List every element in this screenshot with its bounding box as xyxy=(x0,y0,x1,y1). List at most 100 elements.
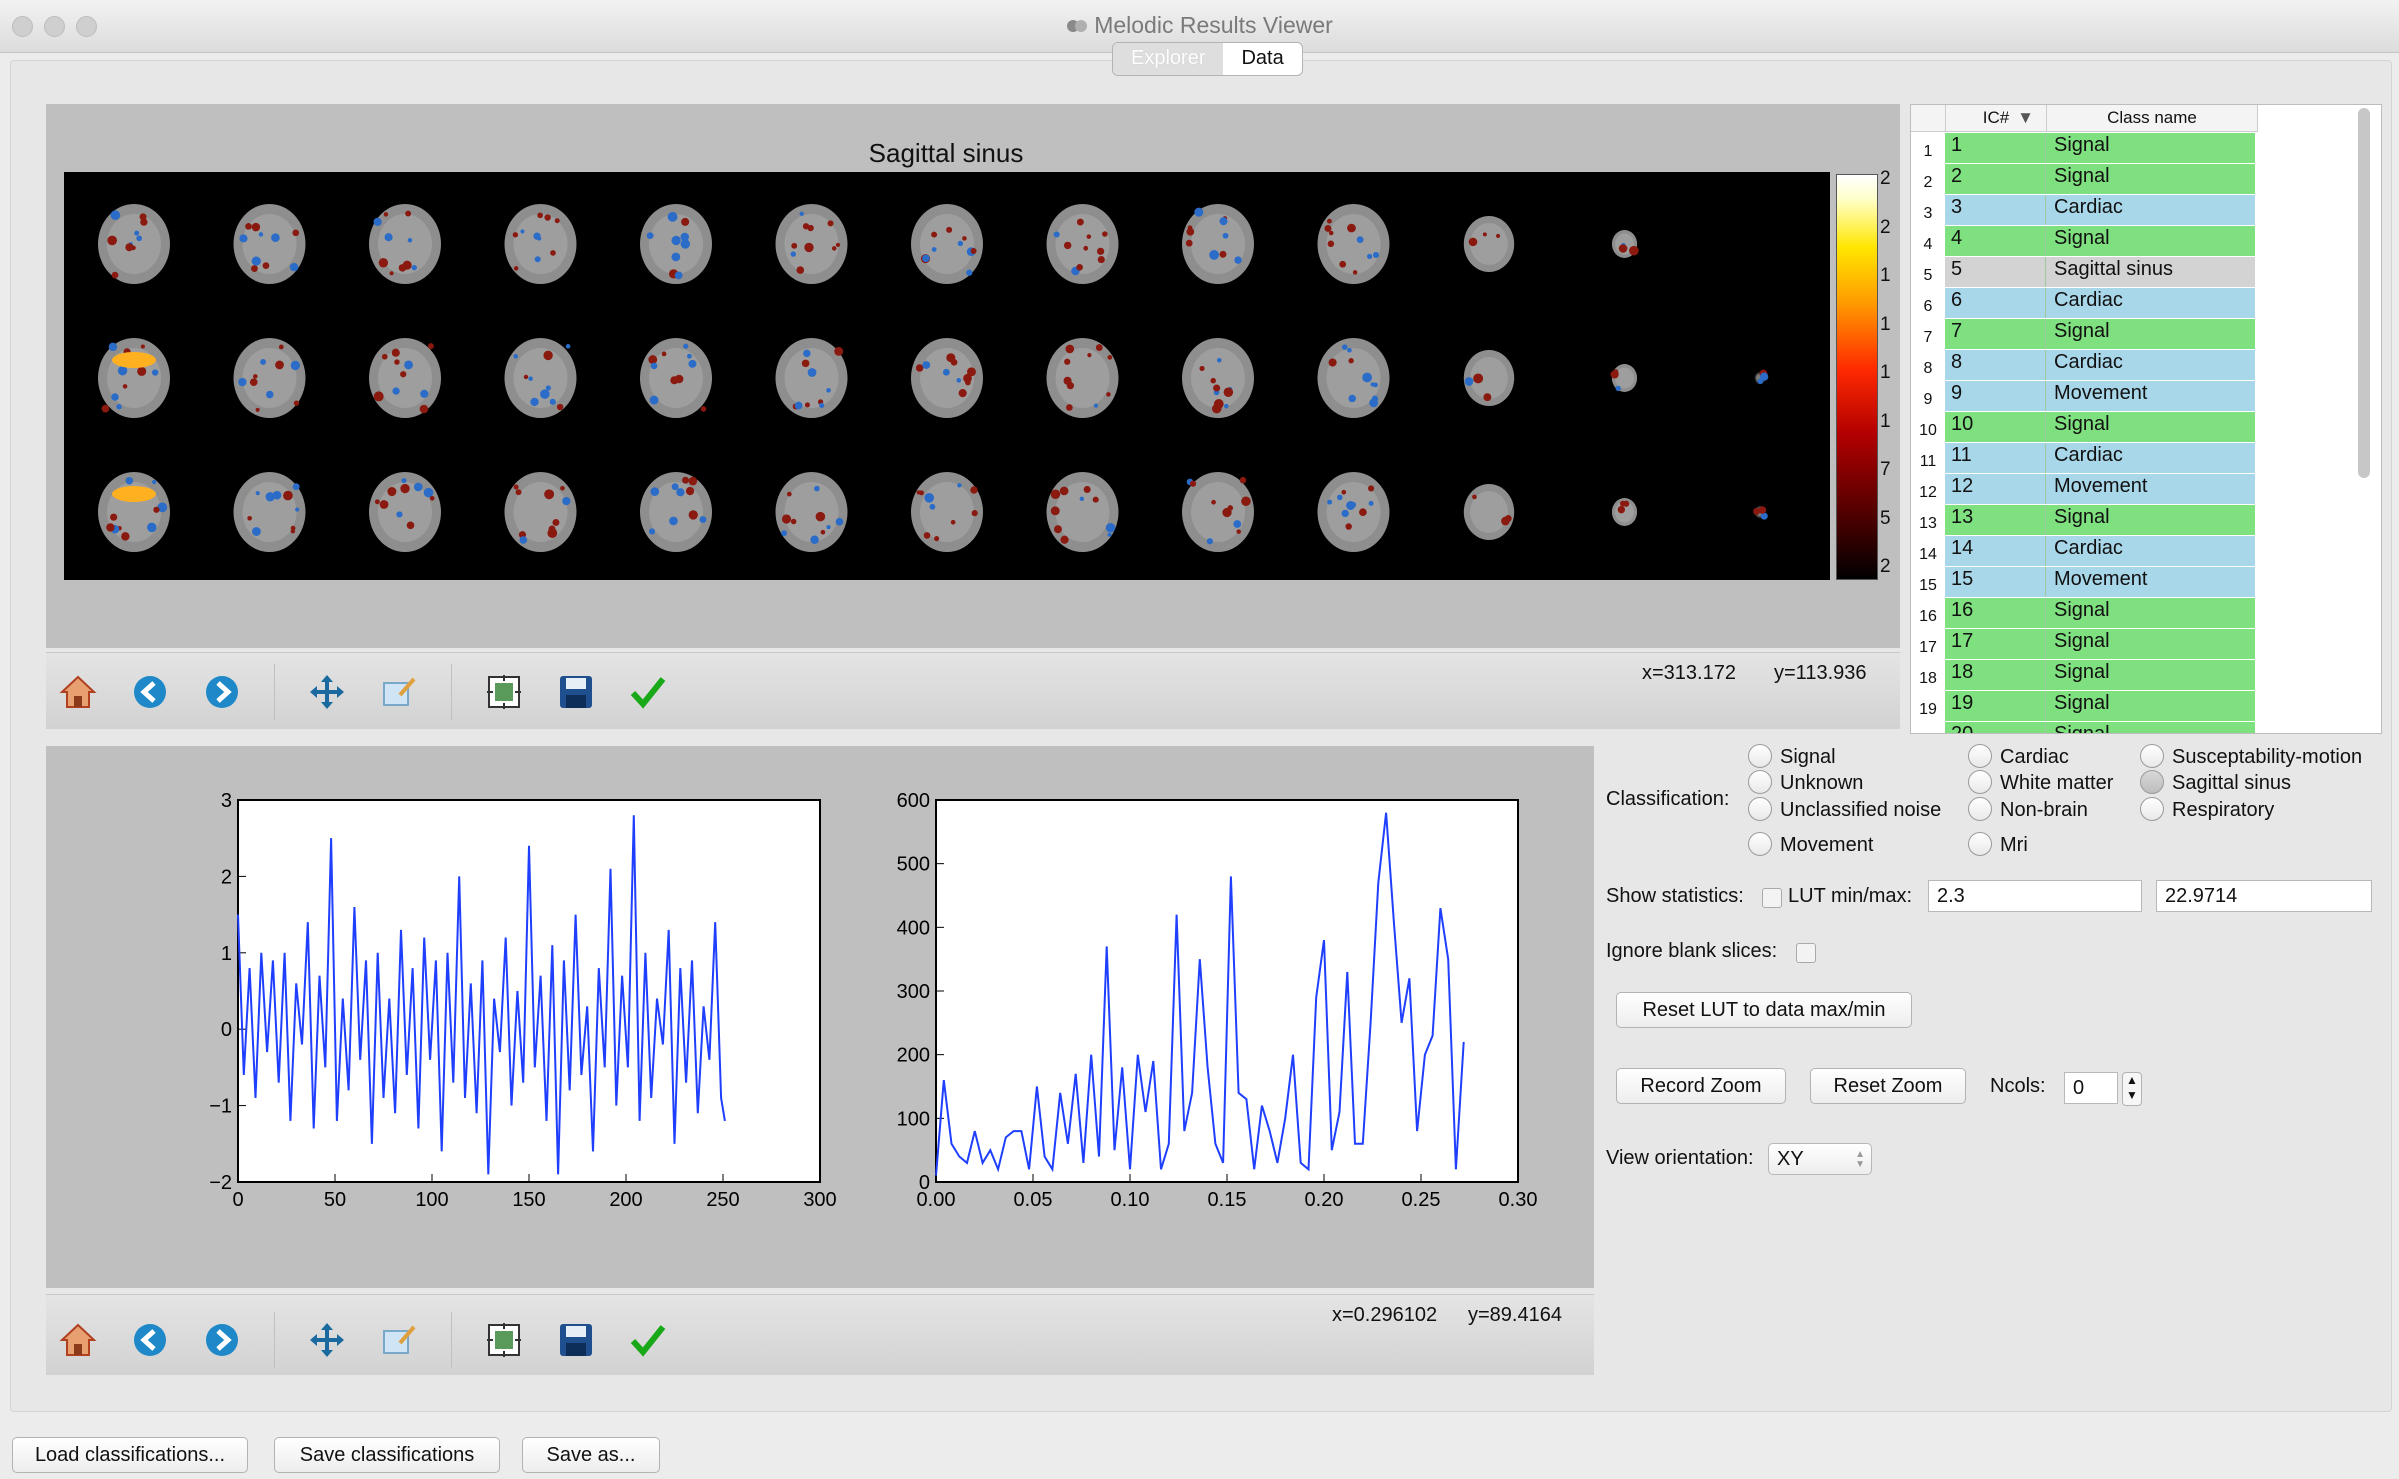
reset-lut-button[interactable]: Reset LUT to data max/min xyxy=(1616,992,1912,1028)
timeseries-plots[interactable]: 0 50 100 150 200 250 300 3 2 1 0 −1 −2 0.00 0.05 0.10 0… xyxy=(46,746,1594,1288)
class-name-cell[interactable]: Signal xyxy=(2045,133,2255,163)
class-name-cell[interactable]: Cardiac xyxy=(2045,288,2255,318)
chevron-up-icon[interactable]: ▲ xyxy=(2126,1073,2138,1087)
zoom-icon[interactable] xyxy=(379,1320,419,1360)
class-name-cell[interactable]: Signal xyxy=(2045,412,2255,442)
table-row[interactable]: 14 14 Cardiac xyxy=(1911,535,2381,566)
record-zoom-button[interactable]: Record Zoom xyxy=(1616,1068,1786,1104)
table-row[interactable]: 16 16 Signal xyxy=(1911,597,2381,628)
table-row[interactable]: 9 9 Movement xyxy=(1911,380,2381,411)
header-class-name[interactable]: Class name xyxy=(2047,105,2258,132)
ic-cell[interactable]: 8 xyxy=(1945,350,2045,380)
reset-zoom-button[interactable]: Reset Zoom xyxy=(1810,1068,1966,1104)
table-row[interactable]: 19 19 Signal xyxy=(1911,690,2381,721)
ncols-field[interactable]: 0 xyxy=(2064,1072,2118,1104)
back-icon[interactable] xyxy=(130,1320,170,1360)
table-row[interactable]: 17 17 Signal xyxy=(1911,628,2381,659)
class-name-cell[interactable]: Movement xyxy=(2045,381,2255,411)
ic-cell[interactable]: 20 xyxy=(1945,722,2045,733)
minimize-window-button[interactable] xyxy=(44,16,65,37)
class-name-cell[interactable]: Movement xyxy=(2045,567,2255,597)
table-row[interactable]: 10 10 Signal xyxy=(1911,411,2381,442)
save-icon[interactable] xyxy=(556,672,596,712)
radio-susceptability-motion[interactable]: Susceptability-motion xyxy=(2140,744,2362,769)
class-name-cell[interactable]: Signal xyxy=(2045,691,2255,721)
subplots-icon[interactable] xyxy=(484,672,524,712)
show-statistics-checkbox[interactable] xyxy=(1762,888,1782,908)
check-icon[interactable] xyxy=(628,1320,668,1360)
ic-cell[interactable]: 10 xyxy=(1945,412,2045,442)
class-name-cell[interactable]: Cardiac xyxy=(2045,443,2255,473)
class-name-cell[interactable]: Cardiac xyxy=(2045,350,2255,380)
ic-cell[interactable]: 16 xyxy=(1945,598,2045,628)
radio-movement[interactable]: Movement xyxy=(1748,832,1873,857)
tab-data[interactable]: Data xyxy=(1241,47,1284,69)
radio-white-matter[interactable]: White matter xyxy=(1968,770,2113,795)
table-row[interactable]: 2020Signal xyxy=(1911,721,2381,733)
table-row[interactable]: 15 15 Movement xyxy=(1911,566,2381,597)
ic-cell[interactable]: 5 xyxy=(1945,257,2045,287)
class-name-cell[interactable]: Cardiac xyxy=(2045,536,2255,566)
class-name-cell[interactable]: Signal xyxy=(2045,598,2255,628)
class-name-cell[interactable]: Cardiac xyxy=(2045,195,2255,225)
class-name-cell[interactable]: Signal xyxy=(2045,226,2255,256)
zoom-window-button[interactable] xyxy=(76,16,97,37)
ic-cell[interactable]: 19 xyxy=(1945,691,2045,721)
ncols-stepper[interactable]: ▲ ▼ xyxy=(2122,1072,2142,1106)
table-row[interactable]: 12 12 Movement xyxy=(1911,473,2381,504)
class-name-cell[interactable]: Signal xyxy=(2045,722,2255,733)
table-row[interactable]: 2 2 Signal xyxy=(1911,163,2381,194)
table-row[interactable]: 7 7 Signal xyxy=(1911,318,2381,349)
load-classifications-button[interactable]: Load classifications... xyxy=(12,1437,248,1473)
ic-cell[interactable]: 14 xyxy=(1945,536,2045,566)
ic-cell[interactable]: 1 xyxy=(1945,133,2045,163)
save-as-button[interactable]: Save as... xyxy=(522,1437,660,1473)
table-row[interactable]: 3 3 Cardiac xyxy=(1911,194,2381,225)
ic-cell[interactable]: 9 xyxy=(1945,381,2045,411)
table-row[interactable]: 8 8 Cardiac xyxy=(1911,349,2381,380)
class-name-cell[interactable]: Sagittal sinus xyxy=(2045,257,2255,287)
ic-cell[interactable]: 13 xyxy=(1945,505,2045,535)
radio-unclassified-noise[interactable]: Unclassified noise xyxy=(1748,797,1941,822)
radio-non-brain[interactable]: Non-brain xyxy=(1968,797,2088,822)
zoom-icon[interactable] xyxy=(379,672,419,712)
radio-sagittal-sinus[interactable]: Sagittal sinus xyxy=(2140,770,2291,795)
ignore-blank-slices-checkbox[interactable] xyxy=(1796,943,1816,963)
ic-cell[interactable]: 2 xyxy=(1945,164,2045,194)
lut-min-field[interactable]: 2.3 xyxy=(1928,880,2142,912)
table-row[interactable]: 6 6 Cardiac xyxy=(1911,287,2381,318)
radio-unknown[interactable]: Unknown xyxy=(1748,770,1863,795)
table-row[interactable]: 4 4 Signal xyxy=(1911,225,2381,256)
class-name-cell[interactable]: Signal xyxy=(2045,660,2255,690)
class-name-cell[interactable]: Signal xyxy=(2045,629,2255,659)
class-name-cell[interactable]: Movement xyxy=(2045,474,2255,504)
class-name-cell[interactable]: Signal xyxy=(2045,505,2255,535)
ic-cell[interactable]: 11 xyxy=(1945,443,2045,473)
back-icon[interactable] xyxy=(130,672,170,712)
ic-cell[interactable]: 3 xyxy=(1945,195,2045,225)
classification-table[interactable]: IC# ▼ Class name 1 1 Signal 2 2 Signal 3 3 Cardia… xyxy=(1910,104,2382,734)
ic-cell[interactable]: 7 xyxy=(1945,319,2045,349)
forward-icon[interactable] xyxy=(202,1320,242,1360)
home-icon[interactable] xyxy=(58,672,98,712)
ic-cell[interactable]: 4 xyxy=(1945,226,2045,256)
view-orientation-select[interactable]: XY ▲ ▼ xyxy=(1768,1143,1872,1175)
subplots-icon[interactable] xyxy=(484,1320,524,1360)
radio-cardiac[interactable]: Cardiac xyxy=(1968,744,2069,769)
radio-signal[interactable]: Signal xyxy=(1748,744,1836,769)
brain-slices-image[interactable] xyxy=(64,172,1830,580)
radio-mri[interactable]: Mri xyxy=(1968,832,2028,857)
class-name-cell[interactable]: Signal xyxy=(2045,164,2255,194)
home-icon[interactable] xyxy=(58,1320,98,1360)
radio-respiratory[interactable]: Respiratory xyxy=(2140,797,2274,822)
pan-icon[interactable] xyxy=(307,1320,347,1360)
save-classifications-button[interactable]: Save classifications xyxy=(274,1437,500,1473)
ic-cell[interactable]: 6 xyxy=(1945,288,2045,318)
table-row[interactable]: 13 13 Signal xyxy=(1911,504,2381,535)
lut-max-field[interactable]: 22.9714 xyxy=(2156,880,2372,912)
chevron-down-icon[interactable]: ▼ xyxy=(2126,1088,2138,1102)
ic-cell[interactable]: 18 xyxy=(1945,660,2045,690)
class-name-cell[interactable]: Signal xyxy=(2045,319,2255,349)
check-icon[interactable] xyxy=(628,672,668,712)
pan-icon[interactable] xyxy=(307,672,347,712)
